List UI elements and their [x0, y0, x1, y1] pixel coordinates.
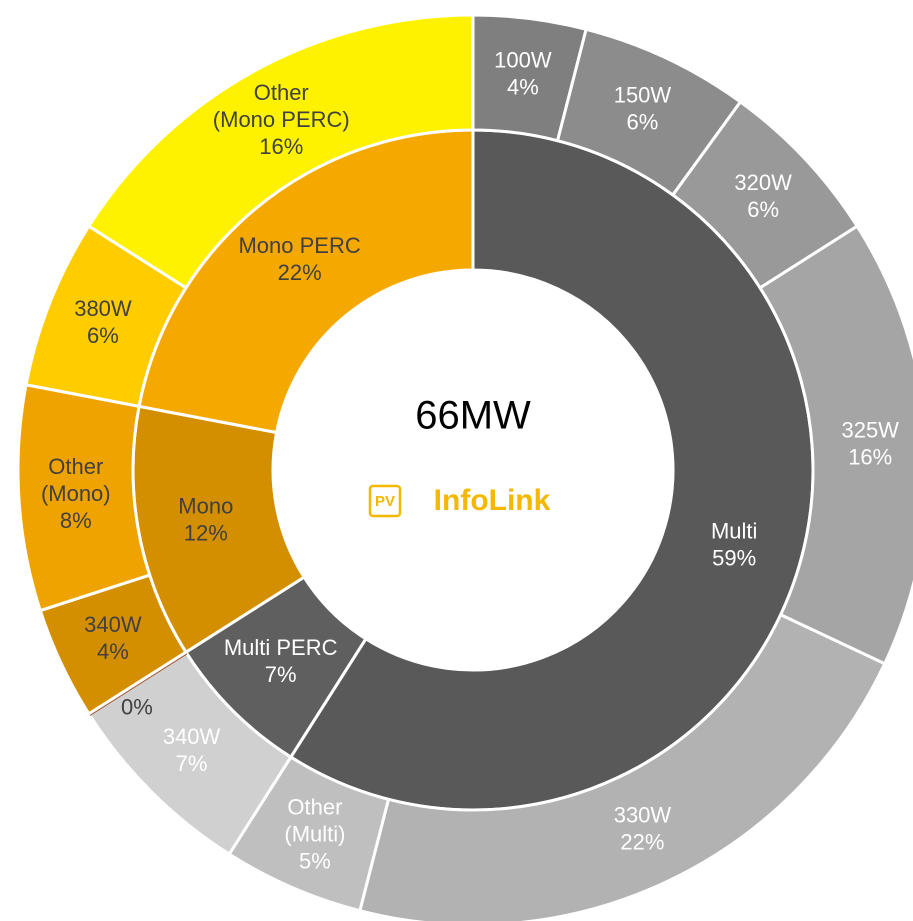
segment-name: 150W [614, 82, 672, 107]
segment-name: 100W [494, 47, 552, 72]
segment-value: 6% [747, 197, 779, 222]
segment-label: 0% [121, 694, 153, 719]
segment-label: Other (Multi) 5% [284, 794, 345, 873]
segment-label: 380W 6% [74, 296, 132, 348]
segment-label: 320W 6% [734, 170, 792, 222]
segment-label: Other (Mono) 8% [41, 454, 111, 533]
segment-value: 8% [60, 508, 92, 533]
segment-name: Other [48, 454, 103, 479]
segment-name: 330W [614, 802, 672, 827]
segment-label: Mono 12% [178, 493, 233, 545]
segment-name: 325W [841, 417, 899, 442]
segment-name: (Multi) [284, 821, 345, 846]
logo-badge: PV [375, 493, 395, 510]
segment-value: 7% [265, 662, 297, 687]
logo-text: InfoLink [434, 484, 551, 517]
segment-label: Multi PERC 7% [224, 635, 338, 687]
segment-value: 59% [712, 545, 756, 570]
segment-name: 340W [163, 724, 221, 749]
segment-value: 4% [507, 74, 539, 99]
segment-name: (Mono PERC) [213, 107, 350, 132]
segment-value: 22% [278, 260, 322, 285]
segment-label: 100W 4% [494, 47, 552, 99]
segment-label: 330W 22% [614, 802, 672, 854]
segment-value: 0% [121, 694, 153, 719]
segment-name: 380W [74, 296, 132, 321]
segment-label: Other (Mono PERC) 16% [213, 80, 350, 159]
segment-value: 6% [87, 323, 119, 348]
segment-name: Other [287, 794, 342, 819]
segment-name: Multi PERC [224, 635, 338, 660]
segment-name: 320W [734, 170, 792, 195]
segment-value: 6% [627, 109, 659, 134]
segment-value: 7% [176, 751, 208, 776]
segment-value: 12% [184, 520, 228, 545]
segment-name: (Mono) [41, 481, 111, 506]
segment-label: Multi 59% [711, 518, 757, 570]
segment-label: 340W 7% [163, 724, 221, 776]
segment-name: Mono [178, 493, 233, 518]
segment-value: 4% [97, 639, 129, 664]
segment [86, 13, 475, 290]
segment [358, 612, 887, 921]
center-label: 66MW [415, 394, 531, 438]
segment-label: 150W 6% [614, 82, 672, 134]
segment-name: Multi [711, 518, 757, 543]
segment-name: Mono PERC [238, 233, 360, 258]
segment-name: Other [254, 80, 309, 105]
segment-label: 340W 4% [84, 612, 142, 664]
segment-value: 5% [299, 848, 331, 873]
segment-value: 16% [259, 134, 303, 159]
logo-badge-box [368, 484, 402, 518]
segment-label: Mono PERC 22% [238, 233, 360, 285]
segment-name: 340W [84, 612, 142, 637]
segment-value: 16% [848, 444, 892, 469]
segment-value: 22% [620, 829, 664, 854]
segment-label: 325W 16% [841, 417, 899, 469]
